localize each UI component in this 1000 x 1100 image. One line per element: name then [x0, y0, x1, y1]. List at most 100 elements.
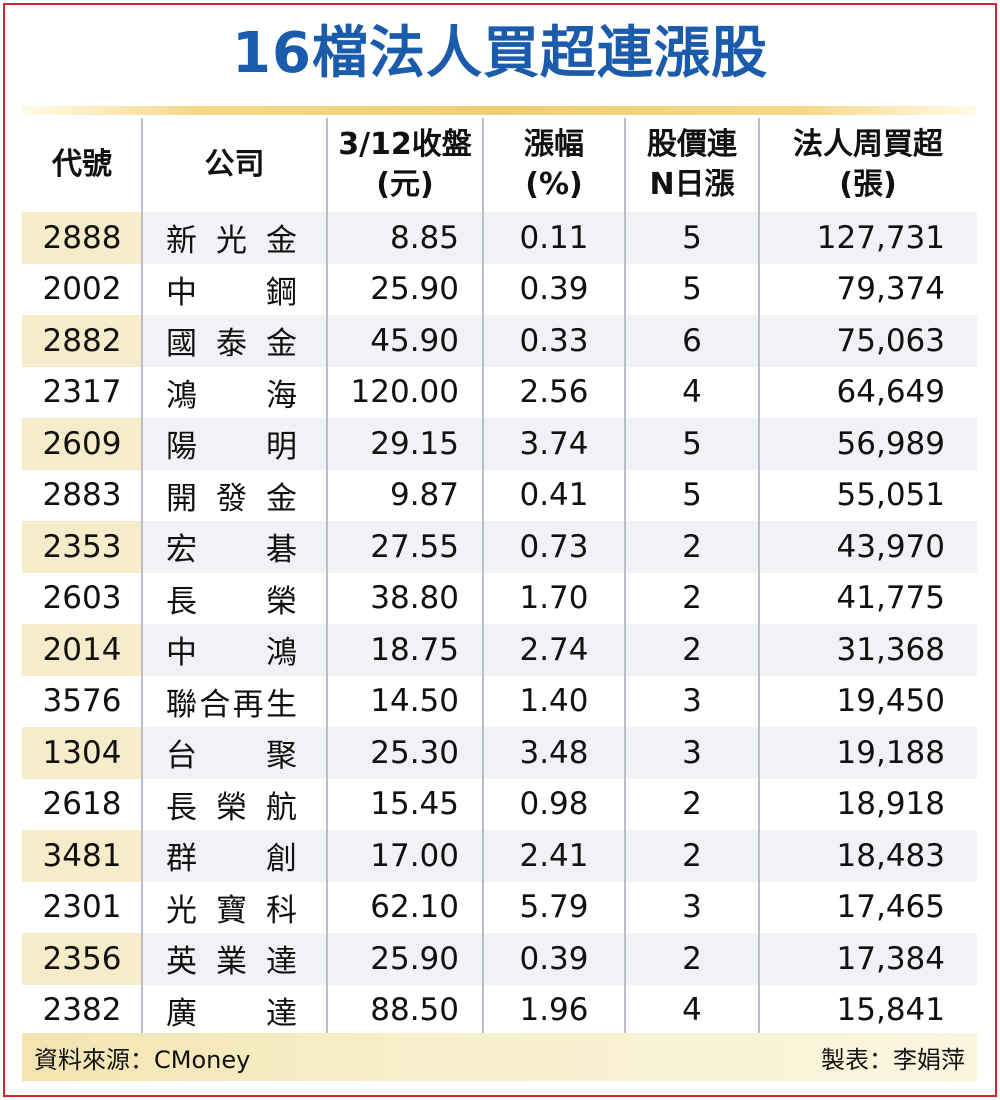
company-char: 國 — [166, 326, 197, 363]
price-change: 0.41 — [519, 477, 589, 514]
close-price: 17.00 — [370, 837, 459, 874]
header-code: 代號 — [52, 147, 112, 182]
company-char: 金 — [266, 223, 297, 260]
column-divider — [141, 118, 143, 1033]
close-price: 18.75 — [370, 631, 459, 668]
company-name-text: 宏碁 — [166, 524, 297, 569]
company-name: 新光金 — [142, 212, 327, 264]
table-row: 2882 國泰金 45.90 0.33 6 75,063 — [22, 315, 977, 367]
company-name: 國泰金 — [142, 315, 327, 367]
company-char: 中 — [166, 274, 197, 311]
institutional-buy: 15,841 — [836, 992, 945, 1029]
company-char: 長 — [166, 789, 197, 826]
company-name-text: 聯合再生 — [166, 679, 297, 724]
stock-code: 2356 — [22, 933, 142, 985]
company-name-text: 新光金 — [166, 215, 297, 260]
price-change: 0.11 — [519, 219, 589, 256]
company-name-text: 長榮航 — [166, 782, 297, 827]
table-row: 2014 中鴻 18.75 2.74 2 31,368 — [22, 624, 977, 676]
company-char: 業 — [216, 944, 247, 981]
company-char: 開 — [166, 480, 197, 517]
close-price: 27.55 — [370, 528, 459, 565]
company-char: 合 — [199, 686, 231, 723]
price-change: 0.98 — [519, 786, 589, 823]
company-char: 新 — [166, 223, 197, 260]
stock-code: 3576 — [42, 683, 122, 720]
rising-days: 5 — [682, 477, 702, 514]
company-name: 台聚 — [142, 727, 327, 779]
source-note: 資料來源：CMoney — [34, 1045, 251, 1074]
company-char: 金 — [266, 326, 297, 363]
price-change: 2.41 — [519, 837, 589, 874]
table-row: 2888 新光金 8.85 0.11 5 127,731 — [22, 212, 977, 264]
price-change: 3.74 — [519, 425, 589, 462]
company-char: 英 — [166, 944, 197, 981]
price-change: 1.40 — [519, 683, 589, 720]
table-row: 2353 宏碁 27.55 0.73 2 43,970 — [22, 521, 977, 573]
rising-days: 3 — [682, 683, 702, 720]
company-name-text: 英業達 — [166, 936, 297, 981]
header-days: 股價連 N日漲 — [647, 127, 737, 202]
price-change: 0.73 — [519, 528, 589, 565]
stock-code: 2609 — [22, 418, 142, 470]
company-name-text: 中鋼 — [166, 267, 297, 312]
column-divider — [624, 118, 626, 1033]
price-change: 0.33 — [519, 322, 589, 359]
company-name: 長榮航 — [142, 779, 327, 831]
company-name: 長榮 — [142, 573, 327, 625]
company-char: 宏 — [166, 532, 197, 569]
header-company: 公司 — [204, 147, 265, 182]
institutional-buy: 79,374 — [836, 271, 945, 308]
stock-code: 3481 — [22, 830, 142, 882]
stock-table: 代號 公司 3/12收盤 (元) 漲幅 (%) 股價連 N日漲 法人周買超 (張… — [22, 118, 977, 1036]
column-divider — [326, 118, 328, 1033]
institutional-buy: 19,450 — [836, 683, 945, 720]
rising-days: 4 — [682, 374, 702, 411]
institutional-buy: 75,063 — [836, 322, 945, 359]
table-header: 代號 公司 3/12收盤 (元) 漲幅 (%) 股價連 N日漲 法人周買超 (張… — [22, 118, 977, 212]
company-name: 廣達 — [142, 985, 327, 1037]
price-change: 0.39 — [519, 940, 589, 977]
company-char: 生 — [265, 686, 297, 723]
company-name-text: 中鴻 — [166, 627, 297, 672]
company-char: 中 — [166, 635, 197, 672]
table-row: 3481 群創 17.00 2.41 2 18,483 — [22, 830, 977, 882]
company-char: 光 — [216, 223, 247, 260]
rising-days: 4 — [682, 992, 702, 1029]
price-change: 0.39 — [519, 271, 589, 308]
institutional-buy: 43,970 — [836, 528, 945, 565]
company-char: 鴻 — [266, 635, 297, 672]
company-name: 開發金 — [142, 470, 327, 522]
company-char: 台 — [166, 738, 197, 775]
company-name-text: 廣達 — [166, 988, 297, 1033]
stock-code: 2002 — [42, 271, 122, 308]
close-price: 29.15 — [370, 425, 459, 462]
company-char: 聚 — [266, 738, 297, 775]
price-change: 2.74 — [519, 631, 589, 668]
institutional-buy: 19,188 — [836, 734, 945, 771]
close-price: 25.90 — [370, 940, 459, 977]
price-change: 2.56 — [519, 374, 589, 411]
close-price: 120.00 — [350, 374, 459, 411]
price-change: 1.70 — [519, 580, 589, 617]
price-change: 5.79 — [519, 889, 589, 926]
company-name: 聯合再生 — [142, 676, 327, 728]
company-name-text: 群創 — [166, 833, 297, 878]
company-name: 英業達 — [142, 933, 327, 985]
stock-code: 2882 — [22, 315, 142, 367]
company-name: 群創 — [142, 830, 327, 882]
title-divider — [22, 106, 977, 115]
table-row: 2002 中鋼 25.90 0.39 5 79,374 — [22, 264, 977, 316]
rising-days: 5 — [682, 271, 702, 308]
company-char: 海 — [266, 377, 297, 414]
company-name: 陽明 — [142, 418, 327, 470]
close-price: 25.90 — [370, 271, 459, 308]
company-char: 碁 — [266, 532, 297, 569]
company-char: 達 — [266, 995, 297, 1032]
column-divider — [482, 118, 484, 1033]
company-name-text: 國泰金 — [166, 318, 297, 363]
table-footer: 資料來源：CMoney 製表：李娟萍 — [22, 1033, 977, 1081]
stock-code: 2603 — [42, 580, 122, 617]
table-row: 2317 鴻海 120.00 2.56 4 64,649 — [22, 367, 977, 419]
institutional-buy: 17,384 — [836, 940, 945, 977]
